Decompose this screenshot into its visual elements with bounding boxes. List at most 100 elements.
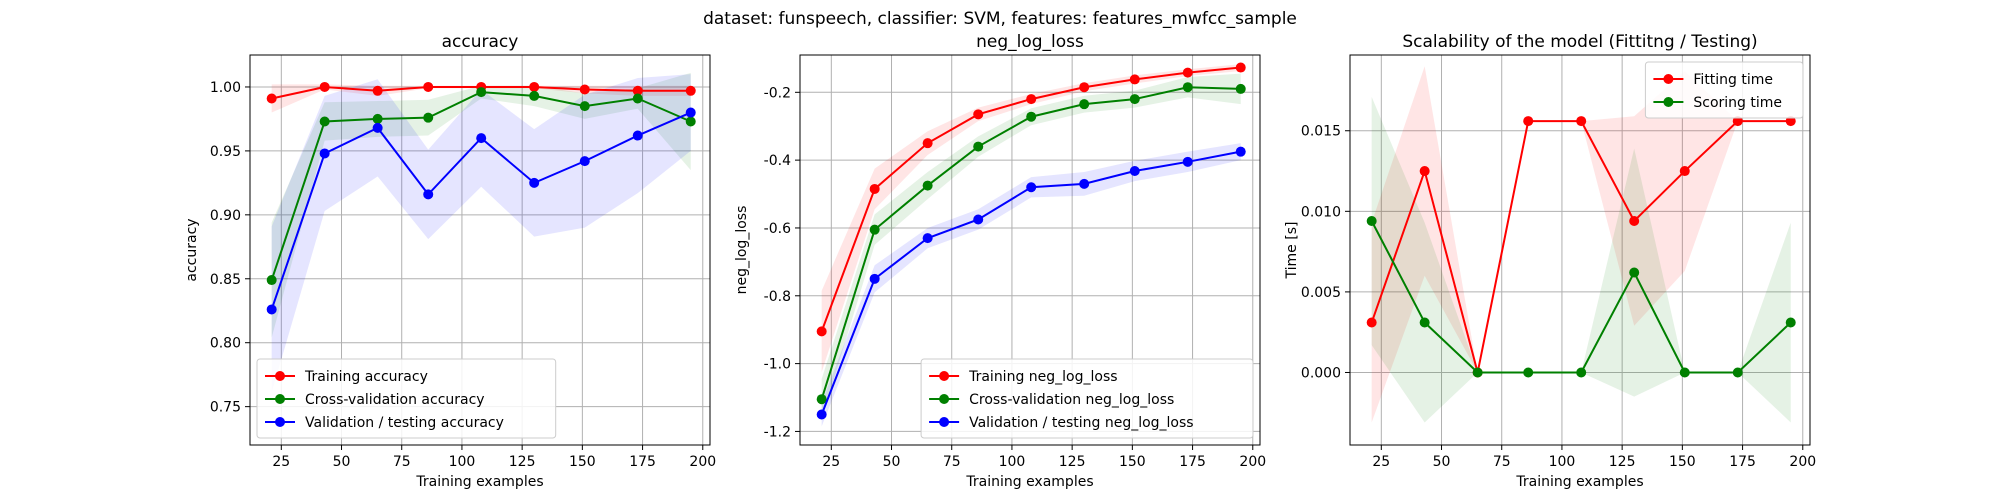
axes-frame — [799, 54, 1261, 446]
legend-entry: Training accuracy — [304, 369, 428, 385]
x-tick-label: 75 — [1493, 454, 1511, 470]
subplot-3: 25 50 75 100 125 150 175 200 0.000 0.005 0.010 0.01… — [1284, 32, 1816, 490]
y-tick-label: 0.85 — [210, 272, 241, 288]
y-axis-label: accuracy — [184, 218, 200, 281]
x-axis-label: Training examples — [1515, 474, 1643, 490]
point-cross-validation-neg-log-loss — [1235, 83, 1246, 94]
y-tick-label: -0.6 — [764, 221, 791, 237]
legend-marker-cross-validation-accuracy — [275, 394, 285, 404]
y-axis-label: Time [s] — [1284, 222, 1300, 280]
point-scoring-time — [1366, 215, 1377, 226]
point-fitting-time — [1419, 166, 1430, 177]
subplot-title: Scalability of the model (Fittitng / Tes… — [1402, 32, 1757, 52]
point-validation-testing-neg-log-loss — [922, 233, 933, 244]
x-tick-label: 125 — [1059, 454, 1086, 470]
legend-entry: Fitting time — [1693, 72, 1773, 88]
point-validation-testing-accuracy — [476, 133, 487, 144]
band-scoring-time — [1371, 96, 1791, 423]
point-fitting-time — [1785, 116, 1796, 127]
x-tick-label: 125 — [1609, 454, 1636, 470]
point-scoring-time — [1679, 367, 1690, 378]
y-tick-label: 0.005 — [1301, 285, 1341, 301]
point-training-neg-log-loss — [922, 138, 933, 149]
y-tick-label: 0.010 — [1301, 204, 1341, 220]
axes-frame — [249, 54, 711, 446]
x-tick-label: 150 — [1669, 454, 1696, 470]
point-training-neg-log-loss — [1079, 82, 1090, 93]
x-tick-label: 150 — [1119, 454, 1146, 470]
point-fitting-time — [1523, 116, 1534, 127]
legend-box — [920, 358, 1254, 439]
point-cross-validation-accuracy — [579, 101, 590, 112]
point-fitting-time — [1629, 215, 1640, 226]
point-scoring-time — [1732, 367, 1743, 378]
x-tick-label: 50 — [333, 454, 351, 470]
x-tick-label: 175 — [629, 454, 656, 470]
subplot-title: accuracy — [442, 32, 519, 52]
point-training-neg-log-loss — [1026, 94, 1037, 105]
legend-marker-fitting-time — [1663, 74, 1674, 84]
point-validation-testing-accuracy — [319, 148, 330, 159]
x-tick-label: 75 — [393, 454, 411, 470]
point-validation-testing-neg-log-loss — [1235, 146, 1246, 157]
point-training-accuracy — [423, 81, 434, 92]
point-validation-testing-accuracy — [266, 304, 277, 315]
x-axis-label: Training examples — [415, 474, 543, 490]
y-tick-label: 0.95 — [210, 144, 241, 160]
y-tick-label: -0.2 — [764, 85, 791, 101]
subplot-2: 25 50 75 100 125 150 175 200 -1.2 -1.0 -0.8 -0.6 -0.… — [734, 32, 1266, 490]
point-validation-testing-accuracy — [372, 122, 383, 133]
y-tick-label: 0.015 — [1301, 124, 1341, 140]
x-tick-label: 150 — [569, 454, 596, 470]
legend: Training accuracy Cross-validation accura… — [256, 358, 557, 439]
subplot-title: neg_log_loss — [976, 32, 1084, 52]
band-cross-validation-accuracy — [271, 72, 691, 338]
point-training-accuracy — [372, 85, 383, 96]
point-validation-testing-neg-log-loss — [1079, 178, 1090, 189]
point-scoring-time — [1472, 367, 1483, 378]
point-scoring-time — [1629, 267, 1640, 278]
y-tick-label: -1.0 — [764, 357, 791, 373]
point-cross-validation-neg-log-loss — [1026, 111, 1037, 122]
point-validation-testing-accuracy — [579, 156, 590, 167]
x-tick-label: 200 — [1239, 454, 1266, 470]
point-training-neg-log-loss — [1182, 67, 1193, 78]
legend-marker-validation-testing-neg-log-loss — [939, 417, 950, 427]
legend-marker-training-neg-log-loss — [939, 371, 950, 381]
x-tick-label: 50 — [883, 454, 901, 470]
point-cross-validation-accuracy — [266, 275, 277, 286]
point-training-accuracy — [529, 81, 540, 92]
legend-box — [1644, 61, 1804, 119]
point-cross-validation-neg-log-loss — [1182, 82, 1193, 93]
x-tick-label: 175 — [1179, 454, 1206, 470]
band-validation-testing-accuracy — [271, 74, 691, 393]
x-axis-label: Training examples — [965, 474, 1093, 490]
legend: Fitting time Scoring time — [1644, 61, 1804, 119]
point-validation-testing-neg-log-loss — [1182, 156, 1193, 167]
legend-entry: Validation / testing accuracy — [305, 415, 504, 431]
point-scoring-time — [1523, 367, 1534, 378]
y-tick-label: 0.80 — [210, 336, 241, 352]
x-tick-label: 25 — [272, 454, 290, 470]
point-cross-validation-accuracy — [685, 116, 696, 127]
legend-entry: Cross-validation neg_log_loss — [969, 392, 1174, 408]
point-validation-testing-neg-log-loss — [973, 214, 984, 225]
point-cross-validation-neg-log-loss — [1079, 99, 1090, 110]
point-cross-validation-neg-log-loss — [869, 224, 880, 235]
point-validation-testing-accuracy — [423, 189, 434, 200]
point-training-neg-log-loss — [816, 326, 827, 337]
point-cross-validation-accuracy — [476, 87, 487, 98]
point-validation-testing-accuracy — [685, 107, 696, 118]
point-fitting-time — [1732, 116, 1743, 127]
point-scoring-time — [1785, 317, 1796, 328]
x-tick-label: 175 — [1729, 454, 1756, 470]
point-training-accuracy — [685, 85, 696, 96]
point-cross-validation-accuracy — [529, 90, 540, 101]
point-training-neg-log-loss — [869, 183, 880, 194]
figure-suptitle: dataset: funspeech, classifier: SVM, fea… — [703, 9, 1297, 29]
legend-entry: Validation / testing neg_log_loss — [969, 415, 1194, 431]
x-tick-label: 100 — [1549, 454, 1576, 470]
point-cross-validation-accuracy — [319, 116, 330, 127]
x-tick-label: 125 — [509, 454, 536, 470]
